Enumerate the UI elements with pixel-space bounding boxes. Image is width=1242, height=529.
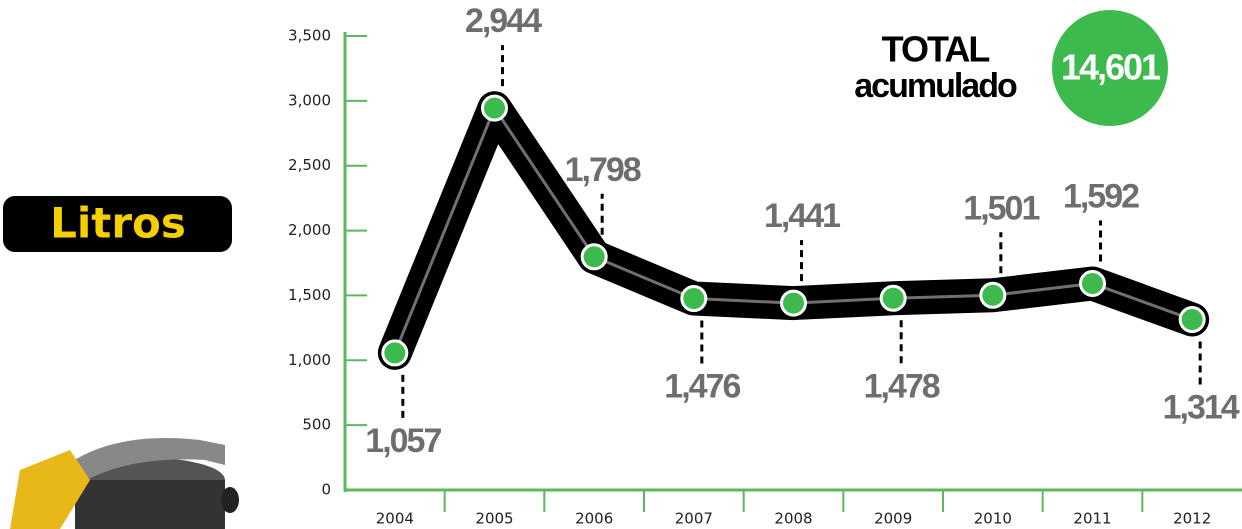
total-subtitle: acumulado <box>854 67 1017 105</box>
x-tick-label: 2011 <box>1073 510 1111 528</box>
marker <box>381 339 409 367</box>
value-label: 1,441 <box>764 197 840 235</box>
marker <box>979 281 1007 309</box>
marker <box>1178 306 1206 334</box>
x-tick-label: 2012 <box>1173 510 1211 528</box>
y-label: Litros <box>50 199 186 248</box>
marker <box>780 289 807 317</box>
y-tick-label: 1,500 <box>288 286 331 304</box>
value-label: 1,478 <box>864 367 940 405</box>
value-label: 1,501 <box>963 189 1039 227</box>
value-label: 1,798 <box>565 151 641 189</box>
y-tick-label: 0 <box>321 481 331 499</box>
y-tick-label: 2,500 <box>288 156 331 174</box>
x-tick-label: 2005 <box>475 510 513 528</box>
marker <box>1079 269 1106 297</box>
y-tick-label: 1,000 <box>288 351 331 369</box>
total-value: 14,601 <box>1061 47 1161 88</box>
y-tick-label: 2,000 <box>288 221 331 239</box>
y-tick-label: 500 <box>302 416 331 434</box>
x-tick-label: 2006 <box>575 510 613 528</box>
total-badge <box>1052 10 1168 126</box>
y-tick-label: 3,500 <box>288 27 331 45</box>
value-label: 1,592 <box>1063 177 1139 215</box>
value-label: 1,057 <box>365 422 441 460</box>
y-label-box <box>3 196 232 252</box>
x-tick-label: 2008 <box>774 510 812 528</box>
marker <box>879 284 907 312</box>
x-tick-label: 2004 <box>376 510 414 528</box>
total-title: TOTAL <box>882 29 990 70</box>
marker <box>580 243 608 271</box>
pump-icon <box>10 438 239 529</box>
y-tick-label: 3,000 <box>288 91 331 109</box>
x-tick-label: 2007 <box>675 510 713 528</box>
value-label: 2,944 <box>465 2 542 40</box>
value-label: 1,476 <box>664 368 740 406</box>
x-tick-label: 2010 <box>974 510 1012 528</box>
marker <box>481 94 508 122</box>
value-label: 1,314 <box>1163 389 1240 427</box>
x-tick-label: 2009 <box>874 510 912 528</box>
marker <box>680 285 708 313</box>
